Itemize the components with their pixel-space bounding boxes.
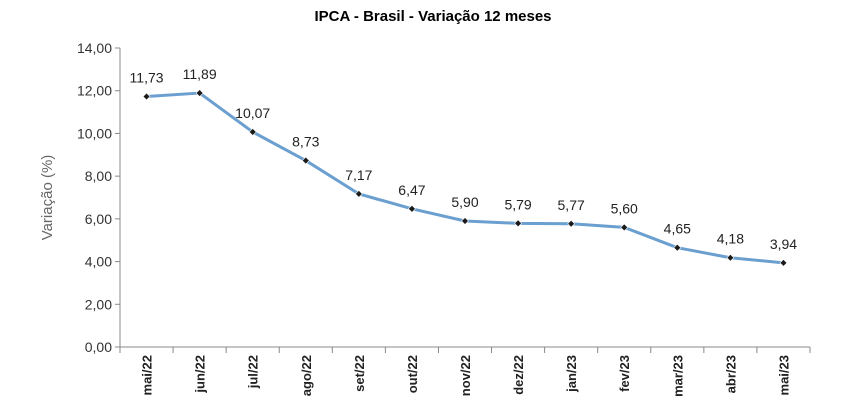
y-axis: 0,00 2,00 4,00 6,00 8,00 10,00 12,00 14,00 bbox=[77, 40, 121, 355]
data-point bbox=[673, 243, 682, 252]
data-label: 11,89 bbox=[183, 66, 217, 82]
x-tick-label: mai/23 bbox=[776, 355, 791, 395]
y-tick-label: 0,00 bbox=[85, 339, 112, 355]
y-tick-label: 12,00 bbox=[77, 83, 112, 99]
data-point bbox=[779, 258, 788, 267]
x-tick-label: mar/23 bbox=[670, 355, 685, 397]
series-ipca bbox=[142, 89, 788, 267]
y-tick-label: 4,00 bbox=[85, 254, 112, 270]
data-label: 3,94 bbox=[770, 236, 797, 252]
x-tick-label: jul/22 bbox=[246, 355, 261, 389]
data-label: 11,73 bbox=[130, 69, 164, 85]
x-tick-label: abr/23 bbox=[723, 355, 738, 393]
x-axis: mai/22 jun/22 jul/22 ago/22 set/22 out/22 nov/… bbox=[119, 346, 811, 397]
x-tick-label: jan/23 bbox=[564, 355, 579, 393]
y-tick-label: 10,00 bbox=[77, 125, 112, 141]
x-tick-label: out/22 bbox=[405, 355, 420, 393]
y-axis-title: Variação (%) bbox=[39, 155, 56, 241]
x-tick-label: mai/22 bbox=[140, 355, 155, 395]
data-point bbox=[726, 253, 735, 262]
x-tick-label: ago/22 bbox=[299, 355, 314, 396]
y-tick-label: 14,00 bbox=[77, 40, 112, 56]
data-point bbox=[514, 219, 523, 228]
y-tick-label: 6,00 bbox=[85, 211, 112, 227]
data-point bbox=[248, 128, 257, 136]
data-point bbox=[195, 89, 204, 97]
y-tick-label: 8,00 bbox=[85, 168, 112, 184]
data-label: 5,90 bbox=[451, 194, 478, 210]
data-point bbox=[354, 189, 363, 198]
data-label: 6,47 bbox=[398, 182, 425, 198]
data-point bbox=[461, 217, 469, 225]
data-label: 4,65 bbox=[664, 221, 691, 237]
x-tick-label: fev/23 bbox=[617, 355, 632, 392]
data-label: 4,18 bbox=[717, 231, 744, 247]
data-point bbox=[620, 223, 629, 232]
x-tick-label: nov/22 bbox=[458, 355, 473, 396]
data-point bbox=[567, 219, 576, 228]
data-labels: 11,73 11,89 10,07 8,73 7,17 6,47 5,90 5,79 5,77 5… bbox=[130, 66, 798, 252]
x-tick-label: set/22 bbox=[352, 355, 367, 392]
data-point bbox=[142, 92, 151, 101]
data-point bbox=[407, 204, 416, 213]
data-label: 5,77 bbox=[558, 197, 585, 213]
data-point bbox=[301, 156, 310, 165]
x-tick-label: jun/22 bbox=[193, 355, 208, 394]
x-tick-label: dez/22 bbox=[511, 355, 526, 395]
data-label: 5,60 bbox=[611, 200, 638, 216]
data-label: 10,07 bbox=[235, 105, 270, 121]
chart-title: IPCA - Brasil - Variação 12 meses bbox=[314, 8, 552, 25]
data-label: 5,79 bbox=[504, 196, 531, 212]
y-tick-label: 2,00 bbox=[85, 296, 112, 312]
data-label: 7,17 bbox=[345, 167, 372, 183]
data-label: 8,73 bbox=[292, 134, 319, 150]
